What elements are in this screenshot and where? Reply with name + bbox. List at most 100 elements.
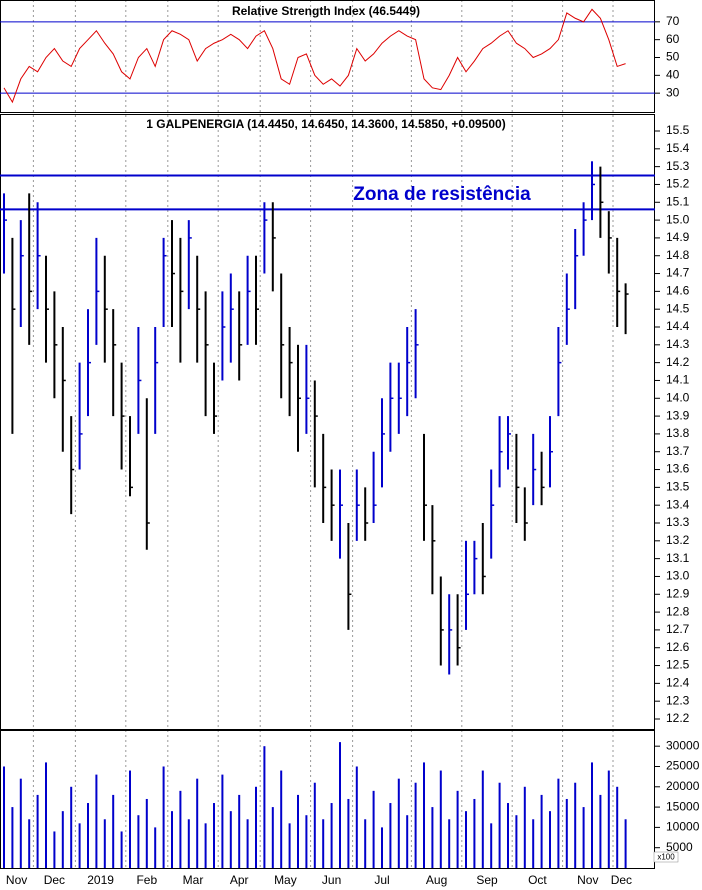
y-tick-label: 15.0 <box>666 212 690 226</box>
volume-bar <box>406 815 409 868</box>
volume-bar <box>372 790 375 868</box>
volume-bar <box>187 819 190 868</box>
y-tick-label: 13.6 <box>666 462 690 476</box>
y-tick-label: 20000 <box>666 779 700 793</box>
x-tick-label: Sep <box>476 873 498 887</box>
volume-bar <box>213 803 215 868</box>
volume-bar <box>624 819 627 868</box>
rsi-line <box>3 8 626 104</box>
volume-frame <box>0 730 655 869</box>
volume-bar <box>347 798 350 868</box>
y-tick-label: 50 <box>666 50 680 64</box>
volume-bar <box>112 794 115 868</box>
y-tick-label: 14.5 <box>666 301 690 315</box>
volume-bar <box>171 811 173 868</box>
volume-bar <box>515 815 518 868</box>
volume-bar <box>238 794 241 868</box>
volume-bar <box>330 803 333 868</box>
volume-bar <box>448 819 451 868</box>
x-tick-label: Jul <box>374 873 389 887</box>
volume-bar <box>498 782 501 868</box>
volume-bar <box>591 762 593 868</box>
volume-bar <box>339 742 341 868</box>
volume-bar <box>456 790 459 868</box>
volume-bar <box>616 786 619 868</box>
y-tick-label: 15.2 <box>666 177 690 191</box>
y-tick-label: 15.4 <box>666 141 690 155</box>
price-frame <box>0 114 655 730</box>
volume-bar <box>532 819 535 868</box>
y-tick-label: 12.3 <box>666 693 690 707</box>
annotation: Zona de resistência <box>353 184 531 205</box>
volume-bar <box>61 811 64 868</box>
volume-bar <box>280 770 283 868</box>
volume-bar <box>523 786 526 868</box>
volume-bar <box>423 762 425 868</box>
price-title: 1 GALPENERGIA (14.4450, 14.6450, 14.3600… <box>146 117 505 131</box>
volume-bar <box>481 770 484 868</box>
volume-bar <box>364 819 367 868</box>
x-tick-label: Mar <box>183 873 204 887</box>
volume-bar <box>599 794 602 868</box>
x-tick-label: Feb <box>136 873 157 887</box>
y-tick-label: 25000 <box>666 759 700 773</box>
volume-bar <box>129 770 131 868</box>
volume-bar <box>204 823 207 868</box>
y-tick-label: 14.3 <box>666 337 690 351</box>
volume-bar <box>507 803 509 868</box>
volume-bar <box>11 807 14 868</box>
volume-bar <box>103 819 106 868</box>
volume-bar <box>549 811 551 868</box>
volume-bar <box>607 770 610 868</box>
y-tick-label: 13.0 <box>666 569 690 583</box>
volume-bar <box>255 786 257 868</box>
y-tick-label: 13.4 <box>666 497 690 511</box>
y-tick-label: 13.5 <box>666 480 690 494</box>
volume-bar <box>322 819 325 868</box>
volume-bar <box>439 770 442 868</box>
volume-bar <box>179 790 182 868</box>
y-tick-label: 14.0 <box>666 390 690 404</box>
unit-box <box>653 851 679 863</box>
volume-bar <box>221 774 224 868</box>
y-tick-label: 60 <box>666 32 680 46</box>
y-tick-label: 12.7 <box>666 622 690 636</box>
volume-bar <box>28 819 31 868</box>
volume-bar <box>465 811 467 868</box>
volume-bar <box>162 766 165 868</box>
x-tick-label: Dec <box>44 873 65 887</box>
y-tick-label: 12.4 <box>666 676 690 690</box>
volume-unit: x100 <box>657 853 675 862</box>
x-tick-label: Aug <box>426 873 447 887</box>
volume-bar <box>196 778 199 868</box>
rsi-title: Relative Strength Index (46.5449) <box>232 4 420 18</box>
y-tick-label: 14.9 <box>666 230 690 244</box>
volume-bar <box>145 798 148 868</box>
rsi-frame <box>0 0 655 113</box>
y-tick-label: 14.1 <box>666 373 690 387</box>
volume-bar <box>355 766 358 868</box>
volume-bar <box>397 778 400 868</box>
y-tick-label: 30000 <box>666 738 700 752</box>
volume-bar <box>540 794 543 868</box>
volume-bar <box>288 823 291 868</box>
x-tick-label: May <box>274 873 297 887</box>
y-tick-label: 12.6 <box>666 640 690 654</box>
volume-bar <box>490 823 493 868</box>
x-tick-label: Nov <box>577 873 598 887</box>
y-tick-label: 15000 <box>666 799 700 813</box>
volume-bar <box>154 827 157 868</box>
x-tick-label: Dec <box>611 873 632 887</box>
y-tick-label: 15.1 <box>666 194 690 208</box>
y-tick-label: 13.1 <box>666 551 690 565</box>
volume-bar <box>313 782 316 868</box>
volume-bar <box>381 827 383 868</box>
y-tick-label: 30 <box>666 85 680 99</box>
y-tick-label: 13.9 <box>666 408 690 422</box>
y-tick-label: 13.8 <box>666 426 690 440</box>
y-tick-label: 12.2 <box>666 711 690 725</box>
y-tick-label: 14.6 <box>666 284 690 298</box>
volume-bar <box>389 803 392 868</box>
